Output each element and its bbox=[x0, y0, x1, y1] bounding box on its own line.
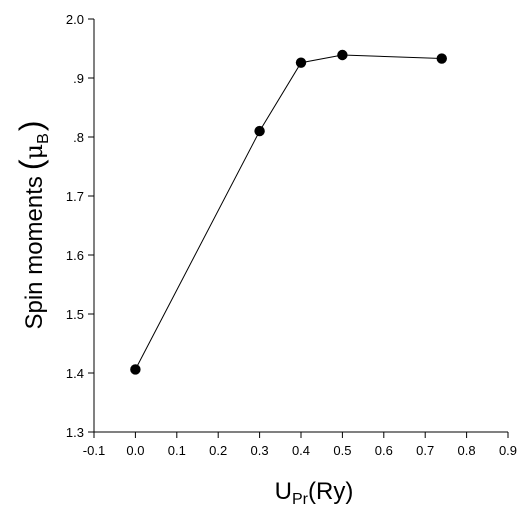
x-axis-title: UPr(Ry) bbox=[275, 478, 354, 508]
data-series bbox=[130, 49, 447, 375]
y-tick-label: .9 bbox=[73, 71, 84, 86]
x-tick-label: 0.0 bbox=[126, 443, 144, 458]
x-axis-title-subscript: Pr bbox=[292, 491, 309, 508]
x-tick-label: 0.1 bbox=[168, 443, 186, 458]
y-tick-label: 1.4 bbox=[66, 366, 84, 381]
x-tick-label: 0.4 bbox=[292, 443, 310, 458]
data-point bbox=[254, 125, 265, 137]
data-point bbox=[295, 57, 307, 68]
y-tick-label: 1.3 bbox=[66, 425, 84, 440]
y-axis-title-close-paren: ) bbox=[13, 121, 49, 132]
x-axis-title-main: U bbox=[275, 478, 292, 505]
x-axis-title-unit: (Ry) bbox=[308, 478, 353, 505]
x-tick-label: 0.8 bbox=[458, 443, 476, 458]
x-tick-label: 0.6 bbox=[375, 443, 393, 458]
data-point bbox=[436, 53, 447, 64]
ticks: -0.1 0.0 0.1 0.2 0.3 0.4 0.5 0.6 0.7 0.8 0.9 1.3 1.4… bbox=[66, 12, 517, 458]
y-axis-title-subscript: B bbox=[35, 133, 52, 144]
axes bbox=[93, 19, 508, 433]
x-tick-label: -0.1 bbox=[83, 443, 105, 458]
y-tick-label: 2.0 bbox=[66, 12, 84, 27]
y-tick-label: .8 bbox=[73, 130, 84, 145]
x-tick-label: 0.2 bbox=[209, 443, 227, 458]
x-tick-label: 0.7 bbox=[416, 443, 434, 458]
x-tick-label: 0.3 bbox=[251, 443, 269, 458]
data-point bbox=[130, 364, 141, 375]
y-axis-title-main: Spin moments bbox=[21, 176, 48, 329]
x-tick-label: 0.5 bbox=[333, 443, 351, 458]
x-tick-label: 0.9 bbox=[499, 443, 517, 458]
y-axis-title-mu: μ bbox=[20, 144, 48, 160]
data-point bbox=[337, 49, 348, 61]
y-axis-title: Spin moments (μB) bbox=[13, 121, 52, 330]
series-line bbox=[134, 54, 442, 370]
y-axis-title-open-paren: ( bbox=[13, 159, 49, 170]
y-tick-label: 1.7 bbox=[66, 189, 84, 204]
y-tick-label: 1.6 bbox=[66, 248, 84, 263]
y-tick-label: 1.5 bbox=[66, 307, 84, 322]
